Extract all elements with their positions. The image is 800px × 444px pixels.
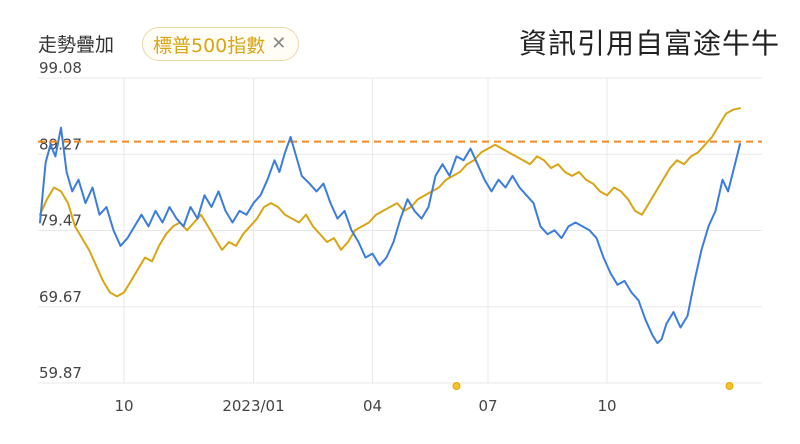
chip-label: 標普500指數 (153, 34, 266, 57)
gold-series-line (39, 107, 741, 298)
y-tick-label: 89.27 (39, 135, 82, 153)
x-tick-label: 10 (597, 397, 616, 415)
chart-header: 走勢疊加 標普500指數 ✕ 資訊引用自富途牛牛 (0, 0, 800, 64)
x-tick-label: 04 (363, 397, 382, 415)
x-tick-label: 2023/01 (222, 397, 284, 415)
sp500-overlay-chip[interactable]: 標普500指數 ✕ (142, 27, 300, 61)
y-tick-label: 99.08 (39, 59, 82, 77)
x-tick-label: 07 (478, 397, 497, 415)
close-icon[interactable]: ✕ (271, 33, 287, 54)
event-marker (452, 382, 461, 390)
blue-series-line (39, 126, 741, 345)
event-marker (725, 382, 734, 390)
x-tick-label: 10 (114, 397, 133, 415)
y-tick-label: 59.87 (39, 364, 82, 382)
y-tick-label: 69.67 (39, 288, 82, 306)
overlay-trend-label: 走勢疊加 (38, 34, 115, 56)
source-attribution: 資訊引用自富途牛牛 (518, 27, 780, 60)
